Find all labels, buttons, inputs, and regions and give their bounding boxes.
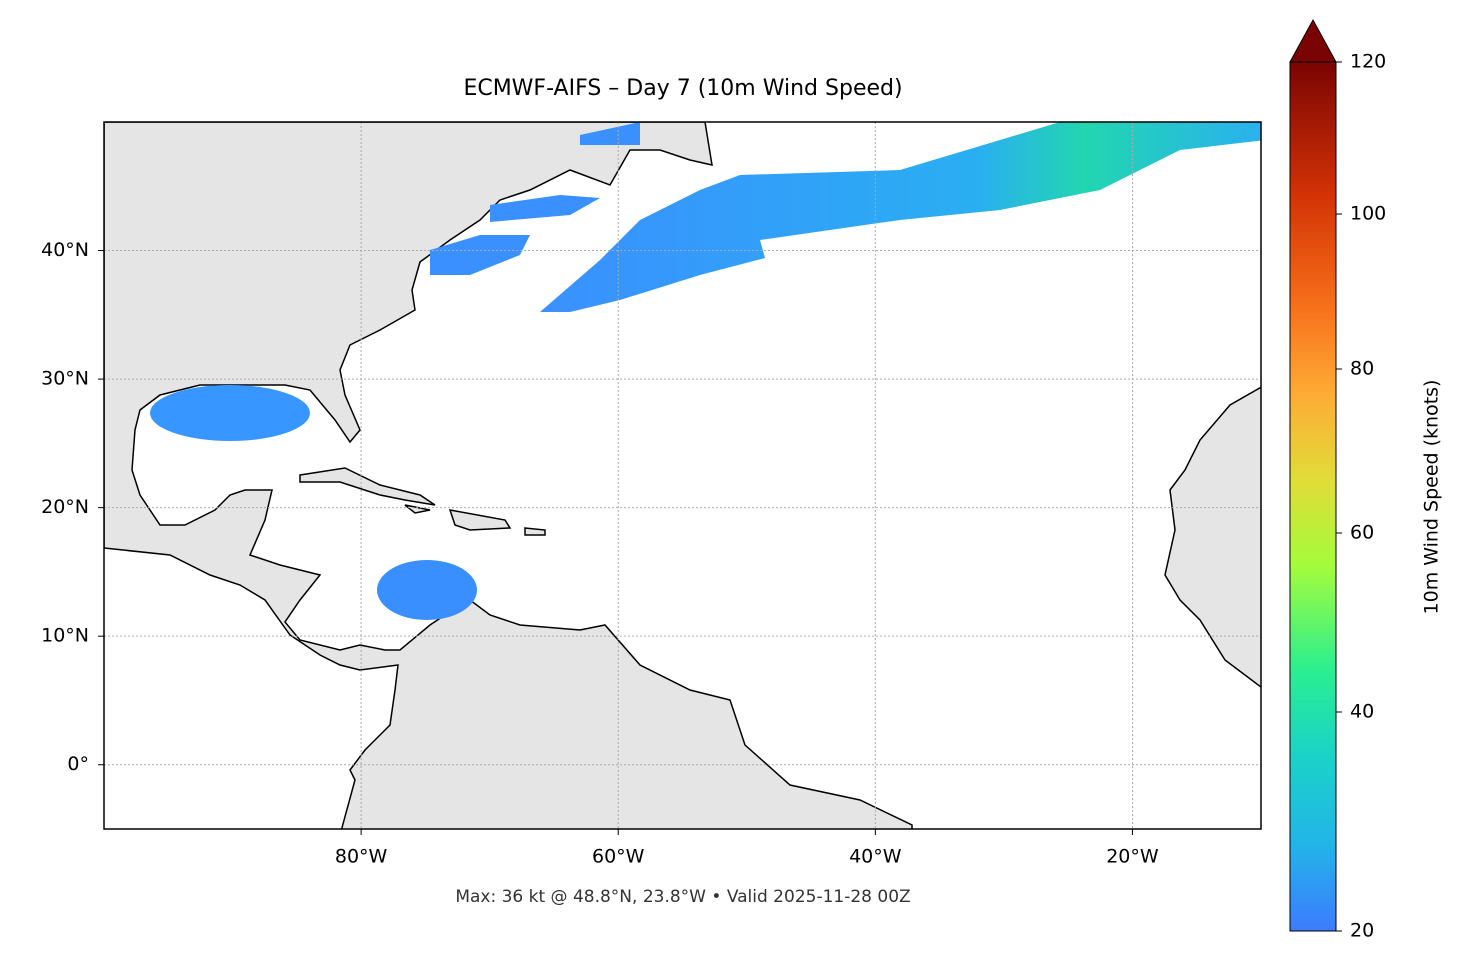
map-title: ECMWF-AIFS – Day 7 (10m Wind Speed) <box>463 76 902 101</box>
cuba <box>299 467 436 506</box>
x-tick-label: 80°W <box>335 846 388 868</box>
colorbar: 20 40 60 80 100 120 <box>1289 18 1386 942</box>
y-tick-label: 20°N <box>41 496 89 518</box>
americas-land <box>104 122 913 829</box>
y-tick-label: 0° <box>67 753 89 775</box>
map-frame <box>103 121 1262 830</box>
wind-ne-coast <box>430 235 530 275</box>
colorbar-label: 10m Wind Speed (knots) <box>1421 380 1443 615</box>
y-tick-label: 10°N <box>41 625 89 647</box>
x-tick-label: 20°W <box>1106 846 1159 868</box>
colorbar-tick-label: 20 <box>1350 920 1374 942</box>
hispaniola <box>448 509 512 531</box>
y-tick-label: 30°N <box>41 368 89 390</box>
y-tick-label: 40°N <box>41 239 89 261</box>
footer-note: Max: 36 kt @ 48.8°N, 23.8°W • Valid 2025… <box>455 887 910 907</box>
colorbar-tick-label: 120 <box>1350 51 1386 73</box>
wind-gulf <box>150 385 310 441</box>
x-tick-label: 40°W <box>849 846 902 868</box>
colorbar-tick-label: 80 <box>1350 358 1374 380</box>
wind-caribbean <box>377 560 477 620</box>
wind-atlantic-streak <box>540 122 1261 312</box>
colorbar-tick-label: 100 <box>1350 203 1386 225</box>
colorbar-body <box>1289 61 1337 932</box>
wind-gulf-maine <box>490 195 600 222</box>
colorbar-tick-label: 40 <box>1350 701 1374 723</box>
colorbar-tick-label: 60 <box>1350 522 1374 544</box>
x-tick-label: 60°W <box>592 846 645 868</box>
wind-newfoundland <box>580 122 640 145</box>
map-area <box>104 122 1261 829</box>
colorbar-extend <box>1289 18 1337 63</box>
puerto-rico <box>524 527 546 536</box>
africa-land <box>1164 386 1261 688</box>
